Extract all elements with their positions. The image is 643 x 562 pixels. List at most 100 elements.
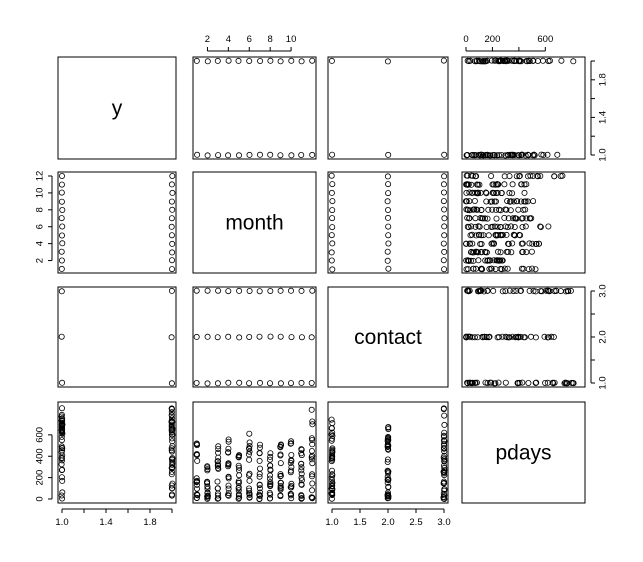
- data-point: [309, 441, 316, 448]
- data-point: [525, 57, 532, 64]
- data-point: [204, 483, 211, 490]
- data-point: [472, 265, 479, 272]
- data-point: [287, 484, 294, 491]
- data-point: [329, 207, 336, 214]
- data-point: [277, 152, 284, 159]
- data-point: [440, 480, 447, 487]
- data-point: [193, 379, 200, 386]
- data-point: [256, 379, 263, 386]
- data-point: [236, 287, 243, 294]
- tick-label: 0: [463, 34, 468, 45]
- data-point: [384, 206, 391, 213]
- data-point: [537, 172, 544, 179]
- data-point: [499, 257, 506, 264]
- data-point: [481, 215, 488, 222]
- data-point: [225, 57, 232, 64]
- data-point: [266, 472, 273, 479]
- data-point: [504, 224, 511, 231]
- data-point: [308, 379, 315, 386]
- data-point: [329, 198, 336, 205]
- data-point: [246, 380, 253, 387]
- data-point: [531, 151, 538, 158]
- data-point: [516, 173, 523, 180]
- data-point: [328, 480, 335, 487]
- data-point: [169, 458, 176, 465]
- data-point: [558, 57, 565, 64]
- data-point: [328, 458, 335, 465]
- data-point: [225, 152, 232, 159]
- data-point: [463, 334, 470, 341]
- data-point: [384, 458, 391, 465]
- data-point: [298, 474, 305, 481]
- tick-label: 2.0: [598, 330, 609, 343]
- data-point: [385, 470, 392, 477]
- data-point: [246, 439, 253, 446]
- data-point: [518, 215, 525, 222]
- data-point: [168, 435, 175, 442]
- data-point: [480, 58, 487, 65]
- right-axis-y: 1.0 1.4 1.8: [590, 60, 609, 162]
- data-point: [473, 181, 480, 188]
- data-point: [495, 152, 502, 159]
- data-point: [204, 489, 211, 496]
- top-axis-pdays: 0 200 600: [463, 34, 553, 52]
- data-point: [519, 248, 526, 255]
- data-point: [523, 215, 530, 222]
- data-point: [509, 190, 516, 197]
- data-point: [246, 448, 253, 455]
- data-point: [528, 333, 535, 340]
- data-point: [465, 257, 472, 264]
- data-point: [287, 459, 294, 466]
- data-point: [441, 151, 448, 158]
- tick-label: 4: [226, 34, 231, 45]
- data-point: [525, 173, 532, 180]
- data-point: [384, 214, 391, 221]
- data-point: [225, 460, 232, 467]
- data-point: [288, 480, 295, 487]
- data-point: [256, 470, 263, 477]
- data-point: [483, 224, 490, 231]
- tick-label: 1.0: [598, 148, 609, 161]
- data-point: [441, 429, 448, 436]
- data-point: [471, 197, 478, 204]
- data-point: [277, 485, 284, 492]
- data-point: [215, 454, 222, 461]
- data-point: [298, 477, 305, 484]
- data-point: [472, 223, 479, 230]
- data-point: [168, 287, 175, 294]
- data-point: [204, 380, 211, 387]
- data-point: [168, 257, 175, 264]
- data-point: [277, 482, 284, 489]
- data-point: [246, 151, 253, 158]
- data-point: [328, 431, 335, 438]
- data-point: [225, 333, 232, 340]
- data-point: [534, 172, 541, 179]
- data-point: [298, 470, 305, 477]
- data-point: [266, 456, 273, 463]
- data-point: [463, 257, 470, 264]
- data-point: [298, 464, 305, 471]
- bottom-axis-contact: 1.0 1.5 2.0 2.5 3.0: [325, 508, 451, 528]
- data-point: [484, 257, 491, 264]
- data-point: [59, 420, 66, 427]
- data-point: [328, 57, 335, 64]
- data-point: [479, 215, 486, 222]
- data-point: [534, 58, 541, 65]
- data-point: [475, 57, 482, 64]
- data-point: [385, 483, 392, 490]
- data-point: [204, 333, 211, 340]
- data-point: [277, 473, 284, 480]
- data-point: [440, 181, 447, 188]
- data-point: [204, 152, 211, 159]
- variable-label-y: y: [112, 97, 123, 120]
- data-point: [298, 58, 305, 65]
- data-point: [288, 440, 295, 447]
- panel-frame: [57, 56, 177, 160]
- data-point: [58, 248, 65, 255]
- data-point: [526, 287, 533, 294]
- data-point: [385, 424, 392, 431]
- data-point: [489, 189, 496, 196]
- panel-y-vs-y: y: [57, 56, 177, 160]
- panel-frame: [192, 401, 317, 504]
- tick-label: 1.0: [55, 517, 68, 528]
